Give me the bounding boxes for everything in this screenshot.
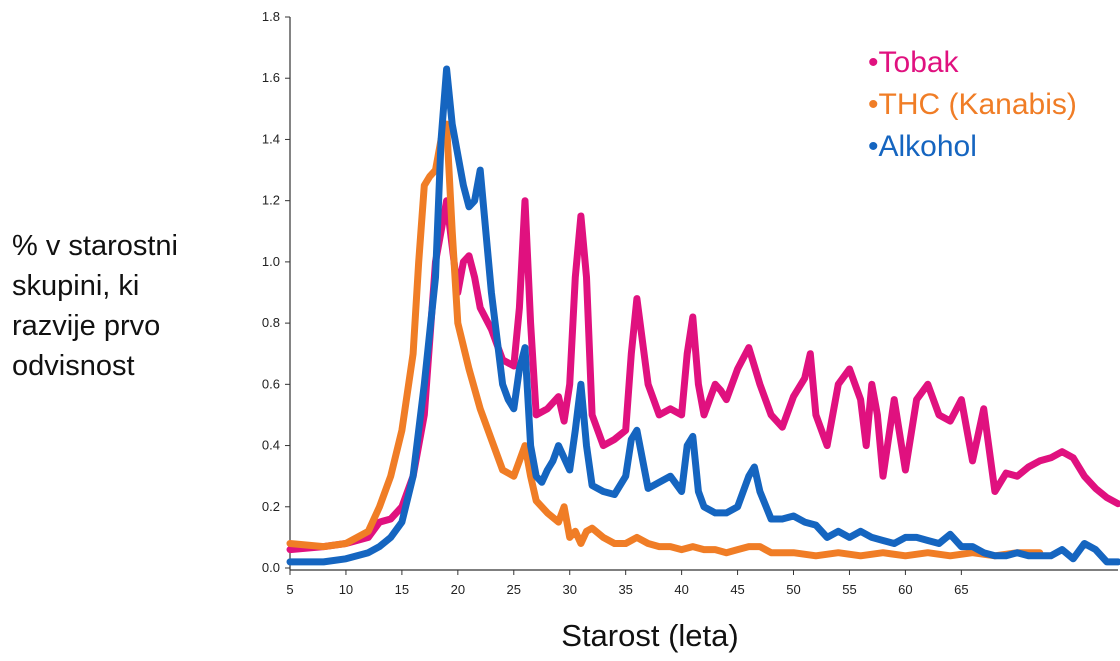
x-tick-label: 35	[618, 582, 632, 597]
y-tick-label: 1.6	[262, 70, 280, 85]
x-tick-label: 25	[507, 582, 521, 597]
y-tick-label: 0.6	[262, 376, 280, 391]
y-tick-label: 0.8	[262, 315, 280, 330]
x-axis-label: Starost (leta)	[561, 618, 739, 653]
y-axis-label-line: skupini, ki	[12, 270, 140, 302]
x-tick-label: 65	[954, 582, 968, 597]
series-line-2	[286, 65, 1120, 566]
legend-entry-alkohol: •Alkohol	[868, 130, 977, 163]
x-tick-label: 20	[451, 582, 465, 597]
y-axis-label-line: razvije prvo	[12, 310, 161, 342]
y-tick-label: 1.2	[262, 193, 280, 208]
legend: •Tobak •THC (Kanabis) •Alkohol	[868, 42, 1077, 168]
y-axis-label-line: odvisnost	[12, 350, 135, 382]
y-axis-label-line: % v starostni	[12, 230, 178, 262]
y-tick-label: 0.2	[262, 499, 280, 514]
series-line-0	[286, 197, 1120, 554]
x-tick-label: 5	[286, 582, 293, 597]
x-tick-label: 60	[898, 582, 912, 597]
x-tick-label: 55	[842, 582, 856, 597]
x-tick-label: 50	[786, 582, 800, 597]
y-axis-label: % v starostni skupini, ki razvije prvo o…	[12, 226, 232, 386]
x-tick-label: 10	[339, 582, 353, 597]
x-tick-label: 15	[395, 582, 409, 597]
y-tick-label: 0.0	[262, 560, 280, 575]
legend-entry-tobak: •Tobak	[868, 46, 959, 79]
series-line-1	[286, 120, 1044, 560]
axes: 0.0 0.2 0.4 0.6 0.8 1.0 1.2 1.4 1.6 1.8 5 10 15 20 25 3…	[262, 9, 1118, 597]
y-tick-label: 1.8	[262, 9, 280, 24]
y-tick-label: 0.4	[262, 438, 280, 453]
x-tick-label: 30	[562, 582, 576, 597]
series-lines	[286, 65, 1120, 566]
legend-entry-thc: •THC (Kanabis)	[868, 88, 1077, 121]
y-tick-label: 1.0	[262, 254, 280, 269]
x-tick-label: 45	[730, 582, 744, 597]
x-tick-label: 40	[674, 582, 688, 597]
y-tick-label: 1.4	[262, 131, 280, 146]
